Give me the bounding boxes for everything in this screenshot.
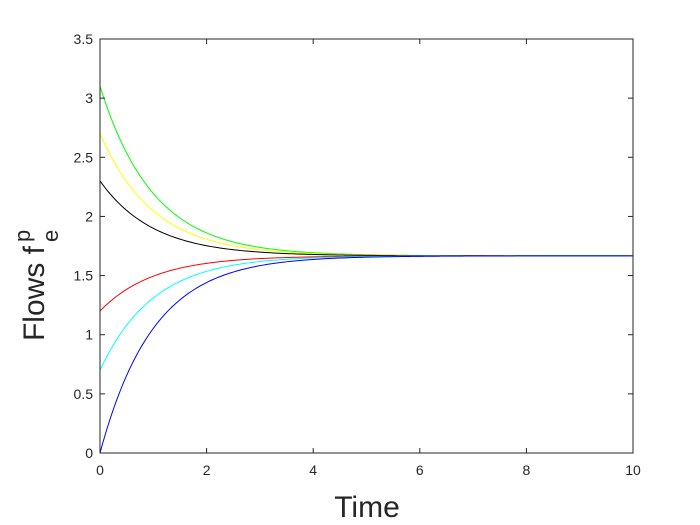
plot-area	[100, 39, 633, 453]
y-tick-label: 1.5	[74, 268, 94, 284]
svg-text:Flows f: Flows f	[18, 245, 51, 341]
y-tick-label: 1	[85, 327, 93, 343]
series-group	[99, 86, 633, 454]
y-axis-ticks: 0 0.5 1 1.5 2 2.5 3 3.5	[74, 31, 633, 461]
x-axis-label: Time	[334, 491, 400, 524]
y-axis-label-subscript: e	[38, 230, 63, 242]
axes-frame	[99, 38, 634, 454]
y-tick-label: 3	[85, 90, 93, 106]
y-axis-label-superscript: p	[10, 230, 35, 242]
series-line-blue	[99, 255, 633, 454]
x-tick-label: 2	[203, 462, 211, 478]
x-tick-label: 10	[625, 462, 641, 478]
x-tick-label: 6	[416, 462, 424, 478]
y-axis-label-main: Flows f	[18, 245, 51, 341]
y-tick-label: 2	[85, 208, 93, 224]
y-tick-label: 2.5	[74, 149, 94, 165]
y-tick-label: 3.5	[74, 31, 94, 47]
x-tick-label: 8	[523, 462, 531, 478]
y-axis-label: Flows f p e	[10, 230, 63, 341]
x-axis-ticks: 0 2 4 6 8 10	[96, 39, 641, 478]
x-tick-label: 4	[309, 462, 317, 478]
y-tick-label: 0	[85, 445, 93, 461]
y-tick-label: 0.5	[74, 386, 94, 402]
x-tick-label: 0	[96, 462, 104, 478]
